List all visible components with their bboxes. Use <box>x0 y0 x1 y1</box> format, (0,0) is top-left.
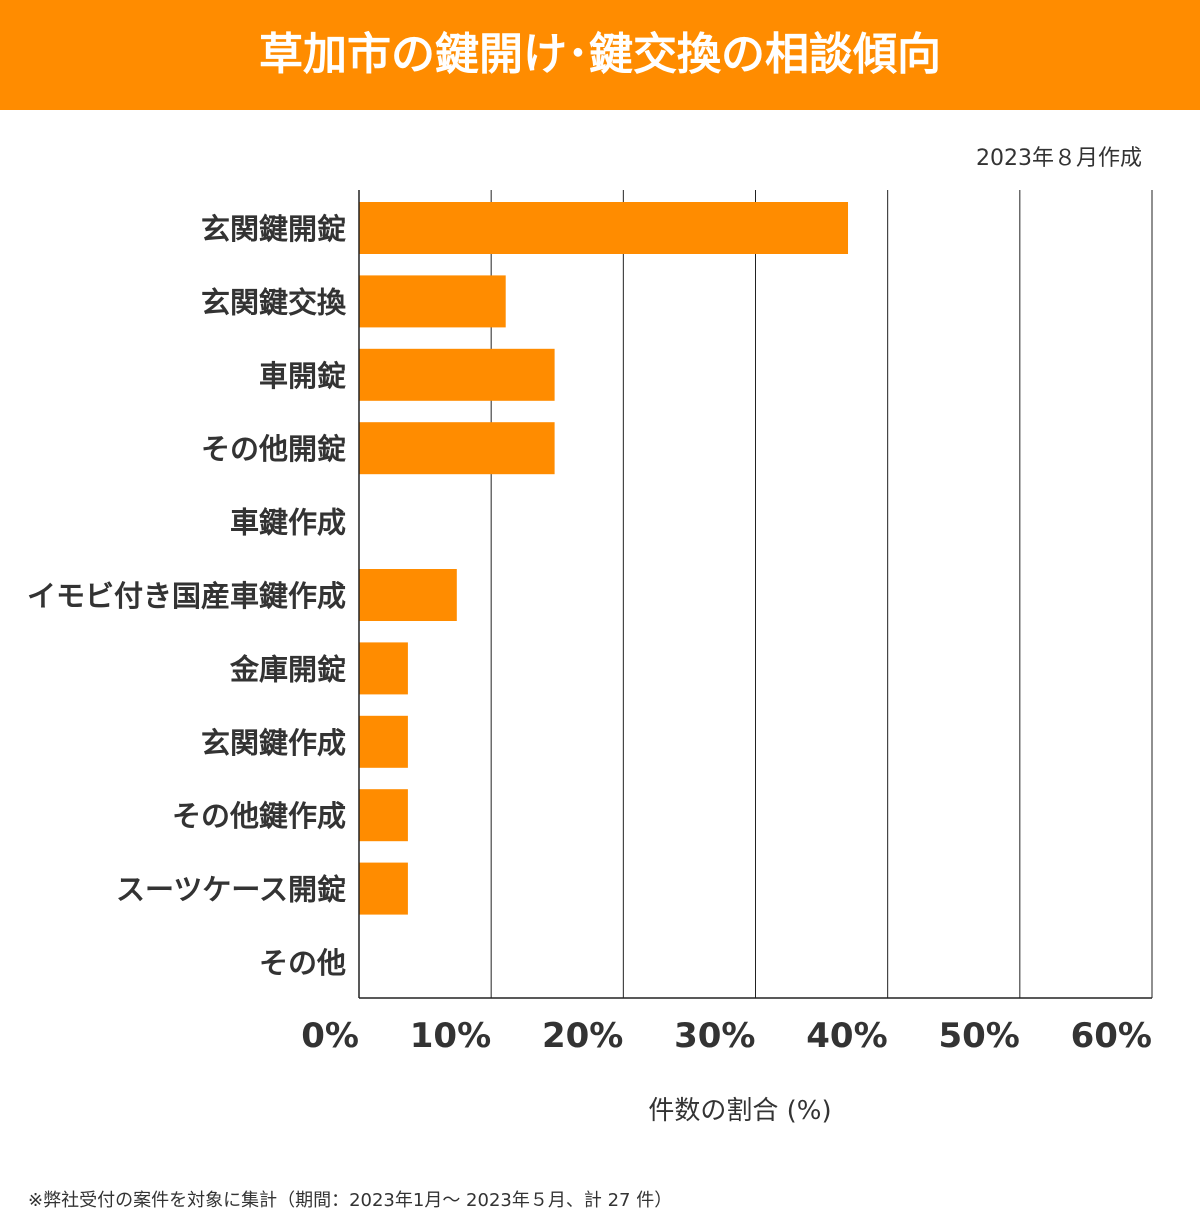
category-label: その他開錠 <box>201 432 346 466</box>
category-label: 玄関鍵作成 <box>201 726 346 760</box>
category-label: その他鍵作成 <box>172 799 346 833</box>
x-tick-label: 10% <box>410 1016 491 1056</box>
chart-title: 草加市の鍵開け･鍵交換の相談傾向 <box>0 0 1200 110</box>
x-tick-label: 0% <box>301 1016 359 1056</box>
x-axis-title: 件数の割合 (%) <box>648 1096 832 1126</box>
category-label: イモビ付き国産車鍵作成 <box>27 579 346 613</box>
x-tick-label: 30% <box>674 1016 755 1056</box>
x-tick-label: 20% <box>542 1016 623 1056</box>
bar <box>359 569 457 621</box>
category-label: 車鍵作成 <box>230 506 346 540</box>
bar <box>359 275 506 328</box>
bar <box>359 862 408 915</box>
bar <box>359 348 555 401</box>
date-note: 2023年８月作成 <box>976 146 1142 171</box>
category-label: 車開錠 <box>259 359 346 393</box>
footnote: ※弊社受付の案件を対象に集計（期間：2023年1月～ 2023年５月、計 27 … <box>28 1190 673 1211</box>
category-label: 玄関鍵交換 <box>201 285 347 319</box>
x-tick-label: 40% <box>806 1016 887 1056</box>
category-label: その他 <box>259 946 346 980</box>
bar <box>359 715 408 768</box>
bar <box>359 789 408 842</box>
category-label: 玄関鍵開錠 <box>201 212 346 246</box>
category-label: スーツケース開錠 <box>116 873 346 907</box>
x-tick-label: 50% <box>938 1016 1019 1056</box>
category-label: 金庫開錠 <box>229 652 346 686</box>
bar <box>359 642 408 695</box>
x-tick-label: 60% <box>1071 1016 1152 1056</box>
bar <box>359 202 849 254</box>
bar <box>359 422 555 475</box>
